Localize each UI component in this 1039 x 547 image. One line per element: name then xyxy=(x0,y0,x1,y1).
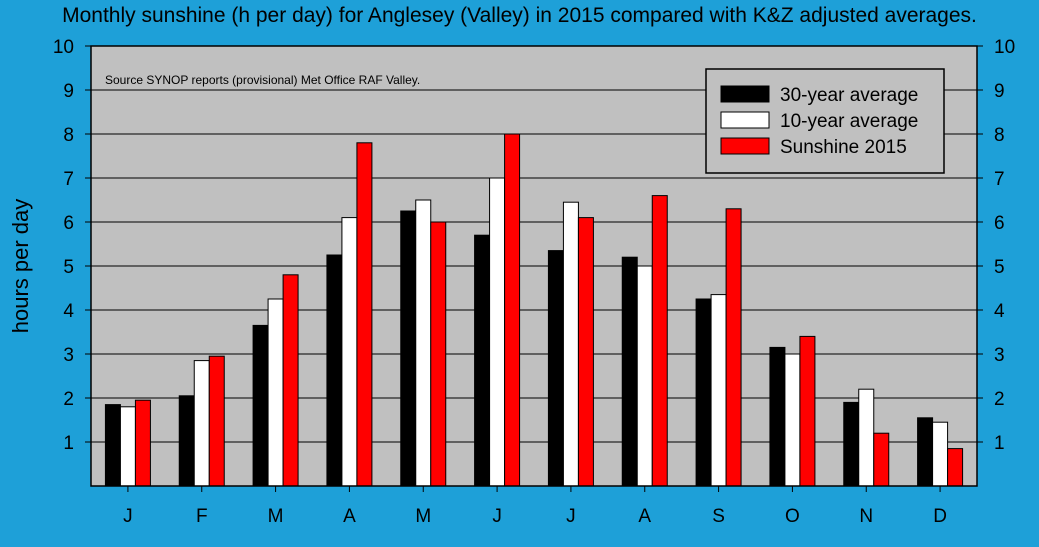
legend-label: 10-year average xyxy=(780,111,918,132)
y-tick-label-left: 10 xyxy=(53,37,74,58)
bar-10yr xyxy=(193,360,210,487)
bar-30yr xyxy=(917,417,934,487)
bar-10yr xyxy=(710,294,727,487)
bar-30yr xyxy=(326,254,343,487)
bar-30yr xyxy=(547,250,564,487)
bar-10yr xyxy=(489,177,506,487)
chart-title: Monthly sunshine (h per day) for Anglese… xyxy=(62,4,977,27)
bar-2015 xyxy=(282,274,299,487)
legend-label: 30-year average xyxy=(780,85,918,106)
bar-30yr xyxy=(843,401,860,487)
bar-2015 xyxy=(873,432,890,487)
bar-2015 xyxy=(725,208,742,487)
y-tick-label-right: 8 xyxy=(994,125,1005,146)
x-tick-label: A xyxy=(638,506,651,527)
x-tick-label: J xyxy=(566,506,576,527)
bar-10yr xyxy=(932,421,949,487)
bar-30yr xyxy=(400,210,417,487)
bar-30yr xyxy=(621,256,638,487)
y-tick-label-right: 7 xyxy=(994,169,1005,190)
bar-2015 xyxy=(504,133,521,487)
y-tick-label-left: 9 xyxy=(63,81,74,102)
source-note: Source SYNOP reports (provisional) Met O… xyxy=(105,73,420,87)
x-tick-label: M xyxy=(268,506,284,527)
legend: 30-year average 10-year average Sunshine 2… xyxy=(705,68,945,174)
x-tick-label: S xyxy=(712,506,725,527)
legend-label: Sunshine 2015 xyxy=(780,137,907,158)
x-tick-label: M xyxy=(415,506,431,527)
bar-10yr xyxy=(415,199,432,487)
bar-2015 xyxy=(651,195,668,487)
bar-30yr xyxy=(178,395,195,487)
bar-10yr xyxy=(119,406,136,487)
x-tick-label: J xyxy=(492,506,502,527)
y-tick-label-right: 1 xyxy=(994,433,1005,454)
y-tick-label-left: 2 xyxy=(63,389,74,410)
bar-30yr xyxy=(695,298,712,487)
legend-swatch xyxy=(720,137,770,155)
bar-30yr xyxy=(474,234,491,487)
bar-30yr xyxy=(252,324,269,487)
y-tick-label-left: 4 xyxy=(63,301,74,322)
y-axis-label: hours per day xyxy=(8,199,33,334)
y-tick-label-left: 3 xyxy=(63,345,74,366)
bar-10yr xyxy=(858,388,875,487)
bar-2015 xyxy=(799,335,816,487)
legend-swatch xyxy=(720,111,770,129)
x-tick-label: O xyxy=(785,506,800,527)
y-tick-label-right: 2 xyxy=(994,389,1005,410)
x-tick-label: N xyxy=(859,506,873,527)
bar-10yr xyxy=(267,298,284,487)
bar-2015 xyxy=(430,221,447,487)
bar-30yr xyxy=(769,346,786,487)
y-tick-label-left: 8 xyxy=(63,125,74,146)
y-tick-label-right: 5 xyxy=(994,257,1005,278)
x-tick-label: J xyxy=(123,506,133,527)
bar-2015 xyxy=(134,399,151,487)
y-tick-label-left: 1 xyxy=(63,433,74,454)
bar-10yr xyxy=(341,217,358,487)
bar-2015 xyxy=(947,448,964,487)
x-tick-label: F xyxy=(196,506,208,527)
bar-10yr xyxy=(562,201,579,487)
y-tick-label-left: 6 xyxy=(63,213,74,234)
bar-10yr xyxy=(636,265,653,487)
bar-2015 xyxy=(208,355,225,487)
y-tick-label-left: 7 xyxy=(63,169,74,190)
y-tick-label-right: 3 xyxy=(994,345,1005,366)
bar-30yr xyxy=(104,404,121,487)
bar-10yr xyxy=(784,353,801,487)
y-tick-label-right: 6 xyxy=(994,213,1005,234)
y-tick-label-right: 4 xyxy=(994,301,1005,322)
x-tick-label: A xyxy=(343,506,356,527)
x-tick-label: D xyxy=(933,506,947,527)
y-tick-label-right: 9 xyxy=(994,81,1005,102)
bar-2015 xyxy=(356,142,373,487)
y-tick-label-right: 10 xyxy=(994,37,1015,58)
legend-swatch xyxy=(720,85,770,103)
bar-2015 xyxy=(577,217,594,487)
axis-ticks: 1 1 2 2 3 3 4 4 5 5 6 6 7 7 8 8 9 9 10 10 J F M A M J J A S O N D xyxy=(53,37,1015,527)
y-tick-label-left: 5 xyxy=(63,257,74,278)
